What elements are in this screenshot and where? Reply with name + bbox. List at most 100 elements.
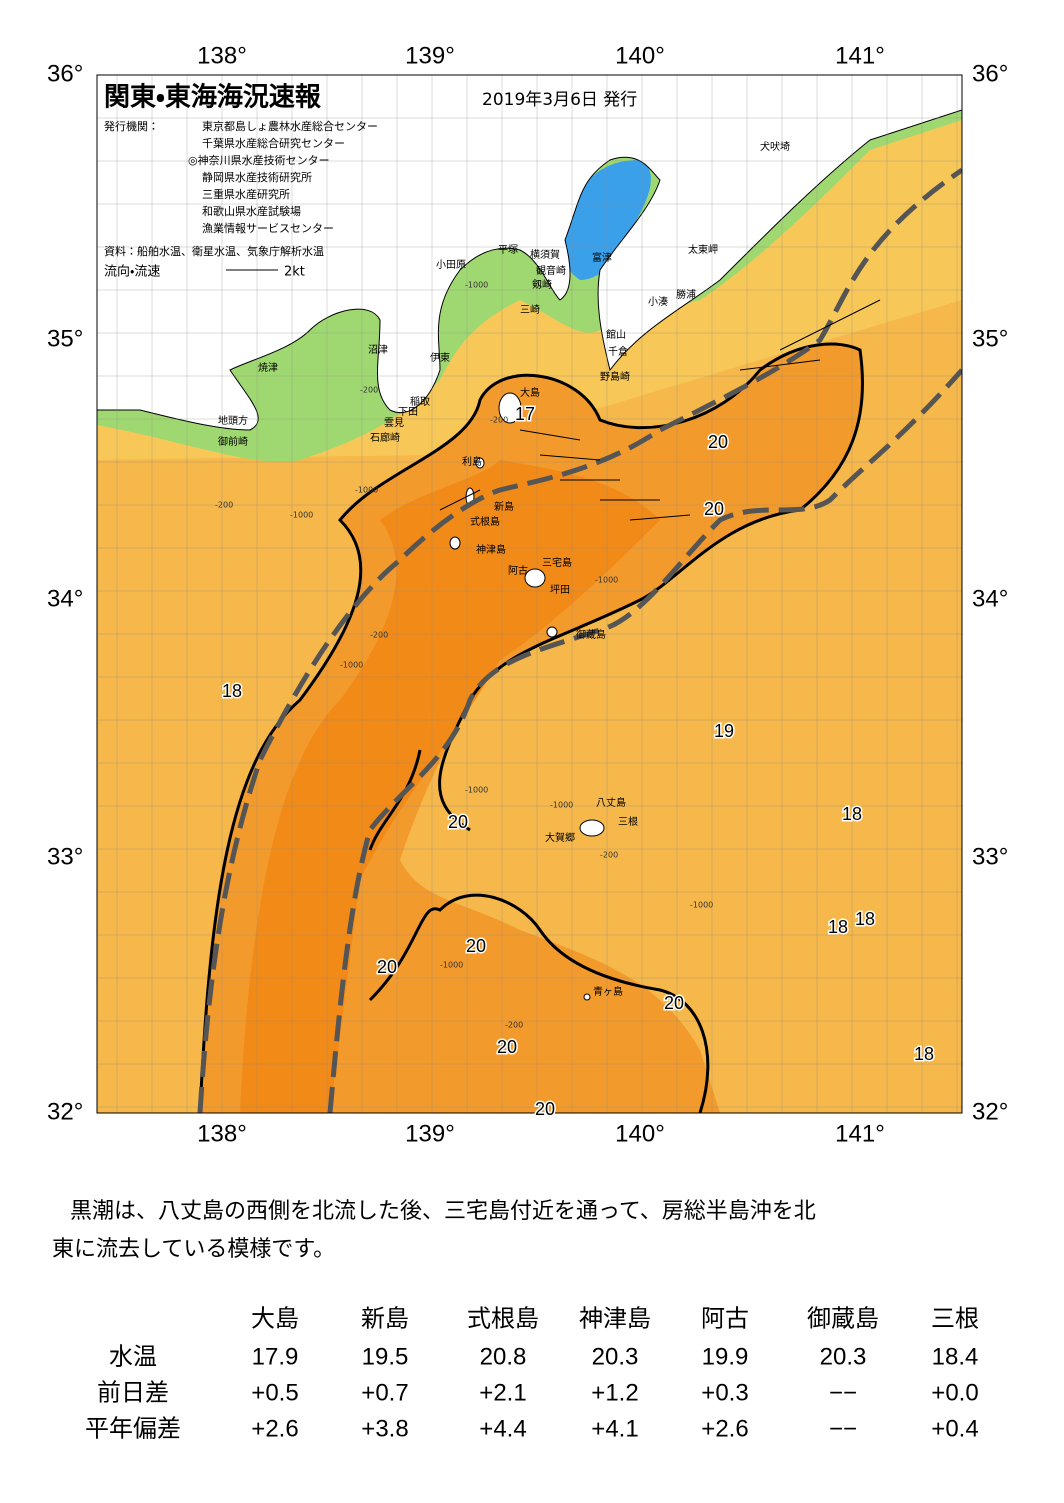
place-name: 坪田 [550, 583, 570, 596]
table-header: 阿古 [701, 1305, 749, 1332]
data-source: 資料：船舶水温、衛星水温、気象庁解析水温 [104, 244, 324, 258]
lat-label: 34° [47, 585, 83, 612]
place-name: 太東岬 [688, 243, 718, 256]
issuer-label: 発行機関： [104, 119, 159, 133]
graticule [97, 75, 962, 1113]
row-label: 水温 [109, 1343, 157, 1370]
isotherm-label: 20 [448, 812, 468, 832]
island [475, 457, 485, 469]
summary-line: 東に流去している模様です。 [52, 1237, 335, 1262]
depth-label: -200 [600, 851, 618, 860]
isotherm-label: 18 [222, 681, 242, 701]
lat-label: 32° [972, 1098, 1008, 1125]
place-name: 平塚 [498, 244, 518, 256]
place-name: 観音崎 [536, 264, 566, 277]
island [546, 626, 558, 638]
lon-label: 140° [615, 1120, 665, 1147]
island [583, 993, 591, 1001]
place-name: 御前崎 [218, 435, 248, 448]
table-header: 大島 [251, 1305, 299, 1332]
place-name: 式根島 [470, 515, 500, 528]
isotherm-label: 20 [708, 432, 728, 452]
island [524, 568, 546, 588]
place-name: 八丈島 [596, 796, 626, 809]
isotherms [198, 342, 864, 1113]
table-header: 御蔵島 [807, 1305, 879, 1332]
lat-label: 33° [972, 843, 1008, 870]
depth-label: -1000 [595, 576, 618, 585]
island [498, 392, 522, 424]
lon-label: 141° [835, 1120, 885, 1147]
place-name: 三崎 [520, 303, 540, 316]
place-name: 地頭方 [218, 414, 248, 427]
lon-label: 138° [197, 42, 247, 69]
place-name: 小湊 [648, 295, 668, 308]
issuer: 東京都島しょ農林水産総合センター [202, 119, 378, 133]
depth-label: -200 [490, 416, 508, 425]
isotherm-label: 17 [515, 404, 535, 424]
table-cell: 19.5 [362, 1343, 409, 1370]
place-name: 青ヶ島 [593, 985, 623, 998]
place-name: 雲見 [384, 417, 404, 429]
isotherm-label: 20 [664, 993, 684, 1013]
place-name: 三宅島 [542, 556, 572, 569]
table-cell: +0.0 [931, 1379, 978, 1406]
depth-label: -1000 [355, 486, 378, 495]
table-cell: +2.1 [479, 1379, 526, 1406]
isotherm-label: 20 [377, 957, 397, 977]
table-cell: +2.6 [701, 1415, 748, 1442]
table-cell: +1.2 [591, 1379, 638, 1406]
kuroshio-warm [200, 344, 863, 1113]
table-cell: 20.3 [592, 1343, 639, 1370]
table-cell: +0.3 [701, 1379, 748, 1406]
place-name: 新島 [494, 500, 514, 513]
lat-label: 36° [47, 60, 83, 87]
table-cell: +0.5 [251, 1379, 298, 1406]
islands [449, 392, 605, 1001]
place-name: 富津 [592, 251, 612, 264]
place-name: 神津島 [476, 543, 506, 556]
land [97, 75, 962, 430]
issuer: 漁業情報サービスセンター [202, 221, 334, 235]
map-frame [96, 74, 963, 1114]
place-name: 小田原 [436, 259, 466, 271]
table-header: 三根 [931, 1305, 979, 1332]
depth-label: -1000 [690, 901, 713, 910]
table-cell: −− [829, 1415, 857, 1442]
table-cell: +4.1 [591, 1415, 638, 1442]
depth-label: -200 [215, 501, 233, 510]
depth-label: -1000 [465, 281, 488, 290]
summary-line: 黒潮は、八丈島の西側を北流した後、三宅島付近を通って、房総半島沖を北 [70, 1199, 816, 1224]
place-name: 犬吠埼 [760, 140, 790, 153]
lat-label: 33° [47, 843, 83, 870]
isotherm-label: 18 [914, 1044, 934, 1064]
table-cell: +4.4 [479, 1415, 526, 1442]
depth-label: -1000 [290, 511, 313, 520]
table-cell: +2.6 [251, 1415, 298, 1442]
table-header: 新島 [361, 1305, 409, 1332]
depth-label: -1000 [340, 661, 363, 670]
place-name: 大賀郷 [545, 831, 575, 844]
table-cell: 17.9 [252, 1343, 299, 1370]
table-header: 神津島 [579, 1305, 651, 1332]
place-name: 焼津 [258, 362, 278, 374]
isotherm-20 [368, 749, 422, 851]
depth-label: -1000 [465, 786, 488, 795]
current-legend: 流向・流速 [104, 264, 160, 280]
issue-date: 2019年3月6日 発行 [482, 90, 637, 110]
isotherm-20 [368, 893, 710, 1113]
map-title: 関東・東海海況速報 [104, 83, 322, 113]
place-name: 勝浦 [676, 288, 696, 301]
island [449, 536, 461, 550]
table-header: 式根島 [467, 1305, 539, 1332]
lon-label: 139° [405, 42, 455, 69]
depth-label: -200 [360, 386, 378, 395]
lat-label: 32° [47, 1098, 83, 1125]
issuer: 千葉県水産総合研究センター [202, 136, 345, 150]
table-cell: 20.3 [820, 1343, 867, 1370]
table-cell: −− [829, 1379, 857, 1406]
kuroshio-axis [197, 167, 962, 1113]
place-name: 稲取 [410, 396, 430, 408]
lon-label: 138° [197, 1120, 247, 1147]
